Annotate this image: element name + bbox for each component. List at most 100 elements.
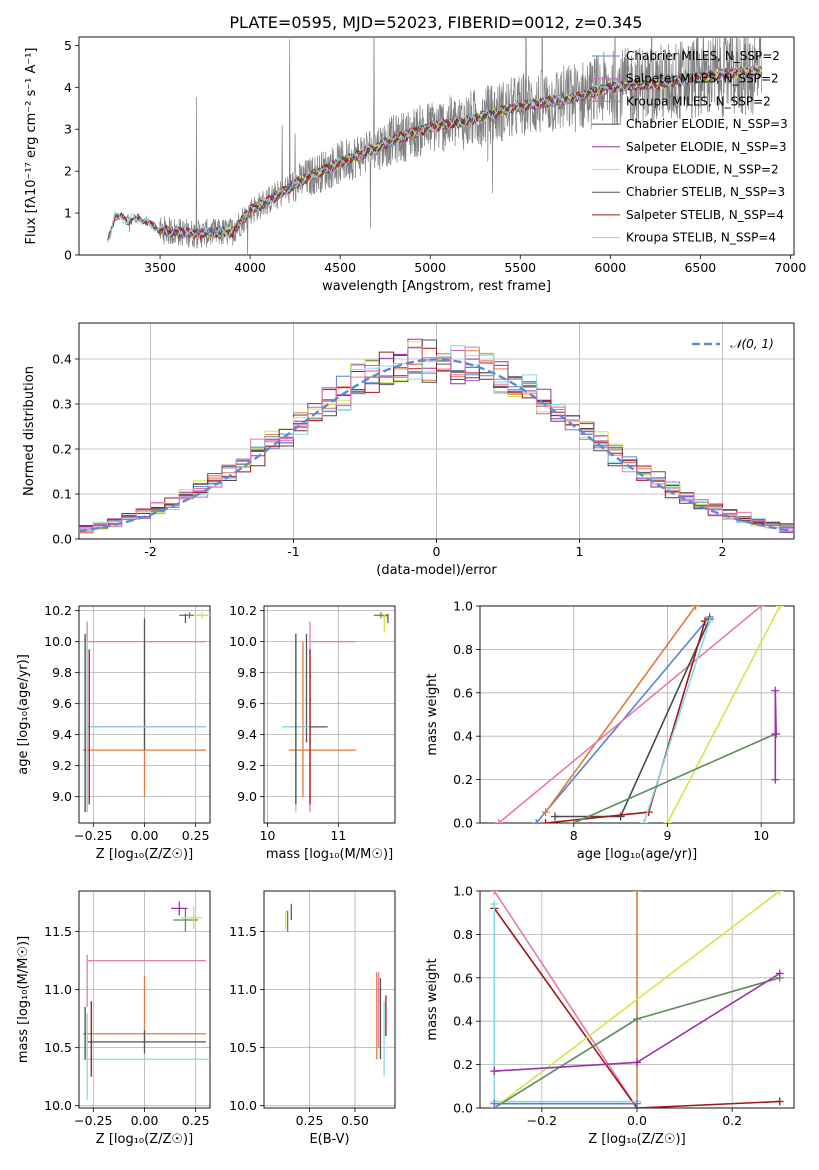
x-tick-label: -1 [287,544,299,559]
data-point [771,686,780,695]
x-axis-label: wavelength [Angstrom, rest frame] [322,279,551,294]
x-tick-label: 0.50 [341,1113,369,1128]
y-tick-label: 9.6 [52,696,72,711]
legend-label: Salpeter MILES, N_SSP=2 [626,72,779,86]
x-axis-label: age [log₁₀(age/yr)] [577,847,698,862]
y-tick-label: 0.8 [453,642,473,657]
series-line-1 [493,891,638,1108]
data-point [490,1099,499,1108]
legend-label: Salpeter ELODIE, N_SSP=3 [626,140,787,154]
x-tick-label: -2 [144,544,156,559]
age_vs_mass-data [281,612,389,813]
gaussian-curve [79,358,794,533]
x-tick-label: 5000 [414,260,446,275]
data-point [633,1058,641,1067]
data-point [616,812,625,821]
x-tick-label: 8 [570,828,578,843]
x-axis-label: (data-model)/error [376,563,497,578]
mass_vs_EBV-data [285,903,387,1077]
legend-label: Chabrier MILES, N_SSP=2 [626,49,780,63]
x-tick-label: 6000 [594,260,626,275]
axes-frame [263,890,396,1109]
x-tick-label: −0.25 [74,1113,112,1128]
y-tick-label: 9.8 [52,665,72,680]
y-axis-label: mass weight [425,958,440,1040]
data-point [691,606,700,610]
data-point [633,891,641,895]
residuals-data [79,338,794,534]
data-point [640,819,649,823]
y-tick-label: 10.5 [44,1040,72,1055]
y-tick-label: 0.4 [52,352,72,367]
legend-label: Kroupa STELIB, N_SSP=4 [626,231,776,245]
x-axis-label: Z [log₁₀(Z/Z☉)] [96,1132,193,1147]
y-tick-label: 10.0 [44,634,72,649]
mass_vs_Z-axes: −0.25 0.00 0.25 10.0 10.5 11.0 11.5 Z [log₁₀(Z/… [16,890,211,1147]
x-tick-label: 0.2 [722,1113,742,1128]
data-point [772,730,781,739]
y-tick-label: 0.2 [453,1057,473,1072]
x-axis-label: Z [log₁₀(Z/Z☉)] [588,1132,685,1147]
y-axis-label: mass [log₁₀(M/M☉)] [16,936,31,1063]
legend-label: Chabrier STELIB, N_SSP=3 [626,185,785,199]
axes-frame [78,605,211,824]
series-line-1 [544,606,697,813]
x-tick-label: 10 [260,828,276,843]
y-tick-label: 0.8 [453,927,473,942]
x-tick-label: 0.00 [131,1113,159,1128]
data-point [550,812,559,821]
age_vs_Z-data [83,612,210,813]
data-point [775,891,784,895]
y-tick-label: 9.2 [237,758,257,773]
y-tick-label: 9.0 [237,789,257,804]
x-tick-label: −0.25 [74,828,112,843]
data-point [771,775,780,784]
y-tick-label: 2 [64,164,72,179]
axes-frame [78,890,211,1109]
axes-frame [78,322,795,540]
mass_vs_Z-data [83,901,210,1100]
x-tick-label: 0.00 [131,828,159,843]
x-axis-label: Z [log₁₀(Z/Z☉)] [96,847,193,862]
y-tick-label: 10.2 [229,603,257,618]
model-line-8 [107,65,763,243]
data-point [757,606,766,610]
axes-frame [479,605,795,824]
spectrum-legend: Chabrier MILES, N_SSP=2 Salpeter MILES, N… [592,49,788,245]
series-line-6 [666,606,781,823]
y-tick-label: 4 [64,80,72,95]
data-point [569,819,578,823]
axes-frame [78,36,795,256]
y-tick-label: 11.5 [44,924,72,939]
y-tick-label: 0.0 [52,532,72,547]
data-point [541,819,550,823]
y-tick-label: 11.0 [44,982,72,997]
data-point [541,808,550,817]
histogram-9 [79,346,794,533]
y-tick-label: 10.0 [229,634,257,649]
legend-label: Chabrier ELODIE, N_SSP=3 [626,117,788,131]
x-axis-label: E(B-V) [309,1132,349,1147]
y-tick-label: 0 [64,248,72,263]
data-point [633,1099,641,1108]
series-line-3 [493,904,637,1103]
series-line-4 [493,891,781,1108]
series-line-2 [493,907,780,1108]
y-tick-label: 9.2 [52,758,72,773]
x-tick-label: 4000 [234,260,266,275]
y-tick-label: 3 [64,122,72,137]
x-tick-label: 0.0 [627,1113,647,1128]
y-tick-label: 11.5 [229,924,257,939]
x-tick-label: 0.25 [182,1113,210,1128]
y-tick-label: 10.0 [44,1098,72,1113]
x-tick-label: 0.25 [296,1113,324,1128]
data-point [490,1067,499,1076]
data-point [775,606,784,610]
weight_vs_age-data [494,606,784,823]
series-line-7 [573,733,776,823]
data-point [775,1097,784,1106]
weight_vs_age-axes: 8 9 10 0.0 0.2 0.4 0.6 0.8 1.0 age [log₁₀(age/yr)… [425,599,795,862]
y-tick-label: 5 [64,38,72,53]
legend-label: 𝒩(0, 1) [730,337,774,351]
